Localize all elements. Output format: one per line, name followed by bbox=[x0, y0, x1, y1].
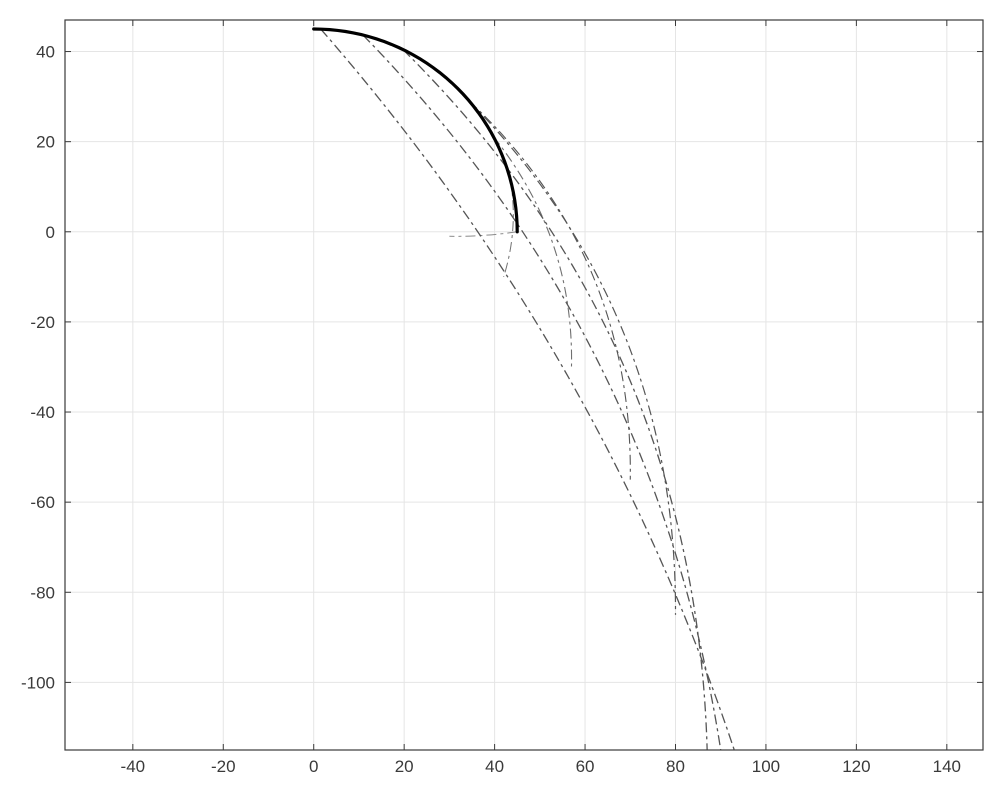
chart-svg: -40 -20 0 20 40 60 80 100 120 140 -100 -80 -60 -40 -20… bbox=[0, 0, 1000, 788]
plot-background bbox=[65, 20, 983, 750]
chart-container: -40 -20 0 20 40 60 80 100 120 140 -100 -80 -60 -40 -20… bbox=[0, 0, 1000, 788]
y-tick-label: -40 bbox=[30, 403, 55, 422]
y-tick-label: -80 bbox=[30, 583, 55, 602]
x-tick-label: 0 bbox=[309, 757, 318, 776]
y-tick-label: 40 bbox=[36, 43, 55, 62]
y-tick-label: -60 bbox=[30, 493, 55, 512]
y-tick-label: -100 bbox=[21, 673, 55, 692]
x-tick-label: -40 bbox=[121, 757, 146, 776]
x-tick-label: -20 bbox=[211, 757, 236, 776]
x-tick-label: 100 bbox=[752, 757, 780, 776]
x-tick-label: 80 bbox=[666, 757, 685, 776]
x-tick-label: 60 bbox=[576, 757, 595, 776]
x-tick-label: 40 bbox=[485, 757, 504, 776]
y-tick-label: 0 bbox=[46, 223, 55, 242]
x-tick-label: 20 bbox=[395, 757, 414, 776]
y-tick-label: -20 bbox=[30, 313, 55, 332]
x-tick-label: 120 bbox=[842, 757, 870, 776]
y-tick-label: 20 bbox=[36, 133, 55, 152]
x-tick-label: 140 bbox=[933, 757, 961, 776]
